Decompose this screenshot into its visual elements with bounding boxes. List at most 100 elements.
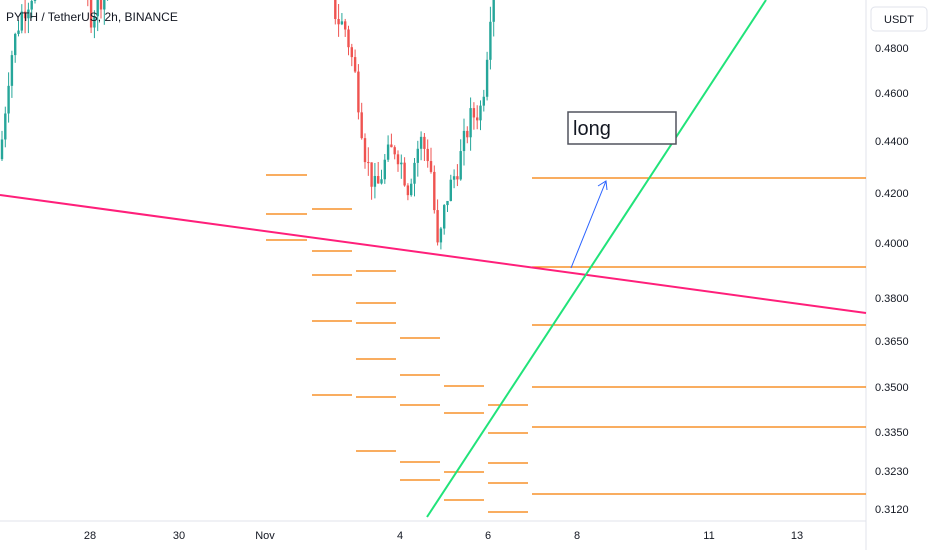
- candle: [459, 139, 462, 181]
- arrow-shaft[interactable]: [570, 180, 607, 269]
- time-axis[interactable]: 28 30 Nov 4 6 8 11 13: [84, 530, 803, 542]
- time-tick-label: 4: [397, 530, 403, 542]
- candle: [489, 6, 492, 70]
- candle: [7, 72, 10, 123]
- downtrend-line[interactable]: [0, 194, 867, 314]
- candle-body: [0, 139, 4, 160]
- candle: [344, 18, 347, 37]
- price-tick-label: 0.4000: [875, 238, 909, 250]
- candle-body: [4, 113, 7, 140]
- candle: [446, 200, 449, 213]
- candle-body: [466, 130, 469, 138]
- currency-label: USDT: [884, 14, 914, 26]
- candle-body: [443, 205, 446, 229]
- candle-body: [492, 0, 495, 22]
- candle: [367, 147, 370, 176]
- candle: [466, 126, 469, 144]
- candle: [456, 164, 459, 187]
- time-tick-label: 28: [84, 530, 96, 542]
- candle-body: [383, 159, 386, 180]
- candle-body: [23, 11, 27, 19]
- candle-body: [360, 112, 363, 139]
- candle-body: [334, 0, 337, 20]
- currency-button[interactable]: USDT: [870, 6, 928, 32]
- candle: [443, 204, 446, 235]
- candle-body: [390, 144, 393, 148]
- candle: [93, 10, 96, 39]
- candle-body: [350, 47, 353, 58]
- candle: [439, 226, 443, 250]
- candle-body: [436, 210, 439, 243]
- candle: [350, 43, 353, 67]
- price-tick-label: 0.4600: [875, 88, 909, 100]
- candle: [426, 139, 429, 168]
- candle: [89, 0, 93, 34]
- candle-body: [476, 117, 479, 121]
- price-tick-label: 0.4800: [875, 43, 909, 55]
- candle-body: [17, 30, 20, 34]
- candle: [396, 150, 400, 172]
- candle-body: [89, 0, 93, 28]
- candle-body: [14, 33, 17, 56]
- note-text: long: [573, 118, 611, 140]
- candle-body: [373, 176, 377, 187]
- candle: [479, 100, 482, 131]
- price-tick-label: 0.3350: [875, 427, 909, 439]
- candle: [340, 13, 344, 26]
- candle-body: [370, 162, 373, 187]
- candle: [476, 105, 479, 130]
- candle-body: [20, 11, 23, 31]
- candle-body: [403, 162, 406, 186]
- candle: [419, 131, 423, 161]
- price-tick-label: 0.4400: [875, 136, 909, 148]
- candle: [413, 158, 416, 197]
- candle-body: [386, 144, 390, 160]
- candle-body: [479, 105, 482, 121]
- candle-body: [419, 136, 423, 149]
- candle-body: [416, 148, 419, 163]
- candle-body: [367, 162, 370, 164]
- candle-body: [452, 176, 456, 180]
- price-tick-label: 0.3800: [875, 293, 909, 305]
- candle: [462, 118, 466, 166]
- candle: [337, 3, 340, 37]
- candle: [347, 25, 350, 56]
- time-tick-label: 8: [574, 530, 580, 542]
- candle: [485, 51, 489, 101]
- candle-body: [472, 108, 476, 118]
- candle: [400, 154, 403, 179]
- candle: [14, 32, 17, 63]
- candle-body: [459, 151, 462, 180]
- candle-body: [380, 179, 383, 184]
- candle-body: [344, 21, 347, 30]
- candle: [0, 130, 4, 161]
- time-tick-label: 13: [791, 530, 803, 542]
- uptrend-line[interactable]: [426, 0, 767, 518]
- candle-body: [30, 0, 33, 10]
- candle: [99, 0, 103, 19]
- candle-body: [423, 136, 426, 149]
- candle: [380, 169, 383, 185]
- candle-body: [426, 148, 429, 162]
- price-tick-label: 0.4200: [875, 188, 909, 200]
- candle: [4, 106, 7, 148]
- candle-body: [396, 154, 400, 165]
- candle-body: [469, 108, 472, 138]
- candle-body: [377, 176, 380, 184]
- time-tick-label: Nov: [255, 530, 275, 542]
- candle: [390, 133, 393, 148]
- price-axis[interactable]: 0.4800 0.4600 0.4400 0.4200 0.4000 0.3800 0.36…: [875, 43, 909, 516]
- time-tick-label: 11: [703, 530, 714, 542]
- candle-body: [406, 185, 410, 196]
- candle-body: [393, 147, 396, 155]
- candle: [449, 174, 452, 202]
- candle: [360, 102, 363, 140]
- long-note[interactable]: long: [567, 111, 677, 145]
- candle-body: [103, 0, 106, 10]
- candle: [377, 161, 380, 184]
- candle: [17, 20, 20, 37]
- candle: [492, 0, 495, 37]
- candle-body: [337, 19, 340, 25]
- candle: [482, 89, 485, 112]
